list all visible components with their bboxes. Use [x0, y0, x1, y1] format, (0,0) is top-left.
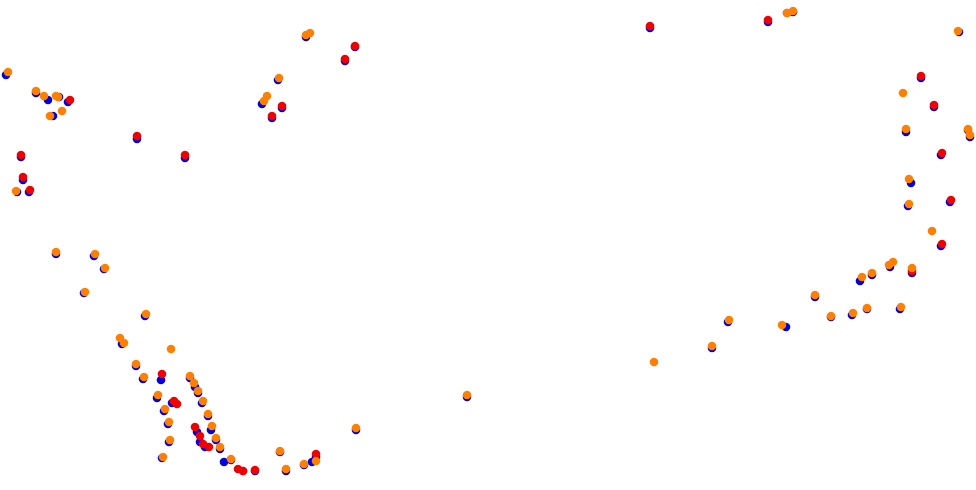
series-2-point-3 — [39, 91, 49, 101]
series-2-point-23 — [185, 371, 195, 381]
series-2-point-52 — [857, 272, 867, 282]
series-2-point-41 — [351, 423, 361, 433]
series-2-point-7 — [53, 92, 63, 102]
series-layer — [1, 6, 975, 476]
series-1-point-16 — [277, 101, 287, 111]
series-1-point-12 — [204, 442, 214, 452]
series-2-point-63 — [927, 226, 937, 236]
series-2-point-45 — [724, 315, 734, 325]
series-1-point-10 — [195, 431, 205, 441]
series-2-point-48 — [788, 6, 798, 16]
series-2-point-11 — [100, 263, 110, 273]
series-2 — [3, 6, 975, 474]
series-1-point-3 — [65, 95, 75, 105]
series-2-point-18 — [160, 404, 170, 414]
series-2-point-22 — [166, 344, 176, 354]
series-1-point-4 — [132, 131, 142, 141]
series-2-point-20 — [165, 435, 175, 445]
series-1-point-9 — [190, 422, 200, 432]
series-2-point-64 — [953, 26, 963, 36]
series-1-point-28 — [946, 195, 956, 205]
series-2-point-59 — [901, 124, 911, 134]
series-2-point-1 — [11, 186, 21, 196]
series-1 — [16, 15, 956, 476]
series-2-point-16 — [139, 372, 149, 382]
series-2-point-6 — [57, 106, 67, 116]
series-1-point-20 — [350, 41, 360, 51]
series-2-point-28 — [207, 421, 217, 431]
series-2-point-19 — [164, 417, 174, 427]
series-2-point-56 — [888, 257, 898, 267]
series-2-point-12 — [141, 309, 151, 319]
series-1-point-17 — [267, 111, 277, 121]
series-1-point-21 — [645, 21, 655, 31]
series-2-point-44 — [707, 341, 717, 351]
series-2-point-66 — [965, 130, 975, 140]
series-2-point-30 — [215, 442, 225, 452]
series-2-point-9 — [80, 287, 90, 297]
series-2-point-43 — [649, 357, 659, 367]
series-1-point-25 — [929, 100, 939, 110]
series-0 — [1, 7, 975, 476]
series-1-point-6 — [157, 369, 167, 379]
series-2-point-21 — [158, 452, 168, 462]
series-2-point-17 — [153, 390, 163, 400]
series-2-point-40 — [281, 464, 291, 474]
series-1-point-1 — [18, 172, 28, 182]
series-2-point-8 — [51, 247, 61, 257]
series-2-point-25 — [193, 386, 203, 396]
series-2-point-26 — [198, 396, 208, 406]
series-2-point-36 — [305, 28, 315, 38]
series-1-point-19 — [340, 54, 350, 64]
series-2-point-2 — [31, 86, 41, 96]
series-2-point-29 — [211, 433, 221, 443]
series-2-point-10 — [90, 249, 100, 259]
series-2-point-14 — [119, 338, 129, 348]
series-0-point-38 — [219, 457, 229, 467]
series-1-point-18 — [311, 449, 321, 459]
series-2-point-27 — [203, 409, 213, 419]
series-2-point-51 — [848, 308, 858, 318]
series-2-point-42 — [462, 390, 472, 400]
series-2-point-50 — [826, 311, 836, 321]
series-2-point-32 — [274, 73, 284, 83]
series-1-point-24 — [916, 71, 926, 81]
series-1-point-0 — [16, 150, 26, 160]
series-1-point-27 — [937, 239, 947, 249]
series-2-point-49 — [810, 290, 820, 300]
series-2-point-54 — [867, 268, 877, 278]
series-2-point-61 — [904, 199, 914, 209]
series-1-point-15 — [238, 466, 248, 476]
series-2-point-60 — [904, 174, 914, 184]
series-2-point-34 — [259, 96, 269, 106]
series-2-point-4 — [45, 111, 55, 121]
series-2-point-15 — [131, 359, 141, 369]
series-2-point-31 — [226, 454, 236, 464]
series-2-point-38 — [299, 459, 309, 469]
series-2-point-0 — [3, 67, 13, 77]
series-2-point-24 — [189, 378, 199, 388]
series-1-point-2 — [25, 185, 35, 195]
series-1-point-5 — [180, 150, 190, 160]
series-2-point-57 — [896, 302, 906, 312]
series-1-point-14 — [250, 465, 260, 475]
series-2-point-53 — [862, 303, 872, 313]
series-2-point-46 — [777, 320, 787, 330]
series-2-point-62 — [907, 263, 917, 273]
series-2-point-58 — [898, 88, 908, 98]
series-1-point-26 — [937, 148, 947, 158]
series-1-point-8 — [172, 399, 182, 409]
series-2-point-37 — [275, 446, 285, 456]
series-1-point-22 — [763, 15, 773, 25]
series-2-point-39 — [311, 456, 321, 466]
